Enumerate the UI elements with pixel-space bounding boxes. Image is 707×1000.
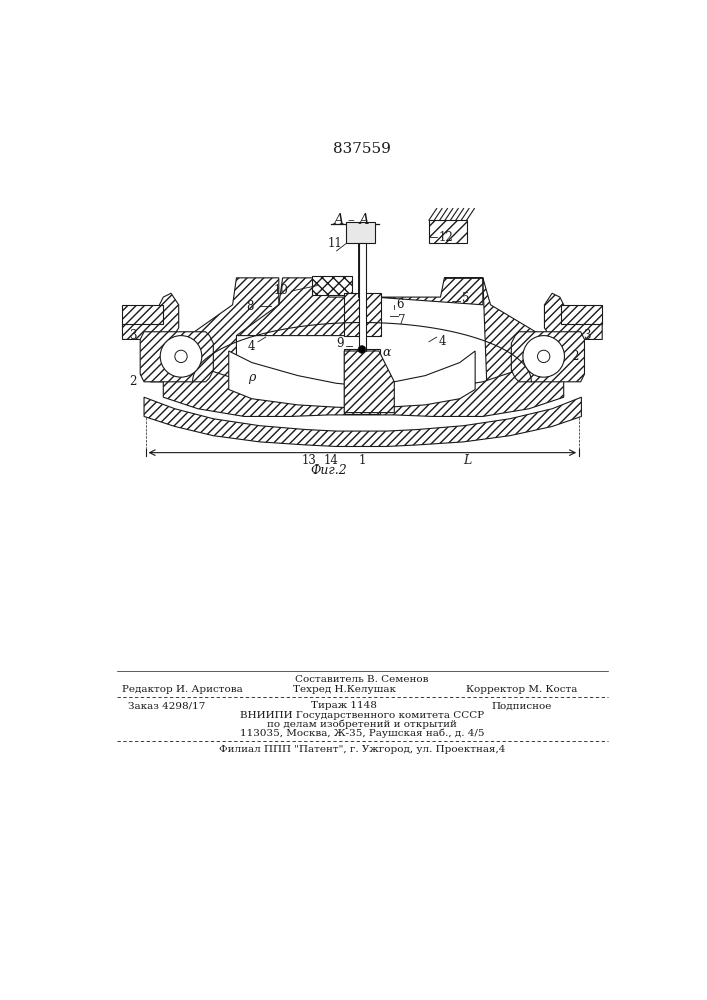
Text: 3: 3 <box>129 329 136 342</box>
Polygon shape <box>444 278 575 382</box>
Text: L: L <box>463 454 472 467</box>
Circle shape <box>160 336 201 377</box>
Polygon shape <box>140 332 214 382</box>
Bar <box>359 243 366 351</box>
Text: 12: 12 <box>438 231 453 244</box>
Polygon shape <box>163 351 563 416</box>
Text: Филиал ППП "Патент", г. Ужгород, ул. Проектная,4: Филиал ППП "Патент", г. Ужгород, ул. Про… <box>218 745 505 754</box>
Bar <box>344 293 381 336</box>
Bar <box>346 222 375 243</box>
Polygon shape <box>344 351 395 413</box>
Bar <box>344 349 380 414</box>
Circle shape <box>358 346 366 353</box>
Text: 837559: 837559 <box>333 142 391 156</box>
Text: 2: 2 <box>571 350 579 363</box>
Text: Редактор И. Аристова: Редактор И. Аристова <box>122 685 243 694</box>
Polygon shape <box>144 397 581 446</box>
Text: 4: 4 <box>439 335 447 348</box>
Text: Составитель В. Семенов: Составитель В. Семенов <box>296 675 428 684</box>
Text: ρ: ρ <box>248 371 255 384</box>
Polygon shape <box>236 278 348 336</box>
Text: 6: 6 <box>397 298 404 311</box>
Text: 3: 3 <box>583 329 590 342</box>
Circle shape <box>537 350 550 363</box>
Bar <box>312 276 352 295</box>
Text: Подписное: Подписное <box>491 701 551 710</box>
Text: Фиг.2: Фиг.2 <box>310 464 347 477</box>
Polygon shape <box>122 293 179 339</box>
Text: Корректор М. Коста: Корректор М. Коста <box>466 685 577 694</box>
Polygon shape <box>374 278 483 336</box>
Text: 8: 8 <box>247 300 254 313</box>
Text: Техред Н.Келушак: Техред Н.Келушак <box>293 685 396 694</box>
Text: ВНИИПИ Государственного комитета СССР: ВНИИПИ Государственного комитета СССР <box>240 711 484 720</box>
Text: 9: 9 <box>337 337 344 350</box>
Polygon shape <box>511 332 585 382</box>
Polygon shape <box>229 351 475 408</box>
Text: по делам изобретений и открытий: по делам изобретений и открытий <box>267 720 457 729</box>
Bar <box>358 243 366 297</box>
Circle shape <box>523 336 564 377</box>
Text: 2: 2 <box>129 375 136 388</box>
Text: 1: 1 <box>358 454 366 467</box>
Text: 7: 7 <box>398 314 406 327</box>
Text: Заказ 4298/17: Заказ 4298/17 <box>129 701 206 710</box>
Text: α: α <box>382 346 391 359</box>
Text: 13: 13 <box>301 454 316 467</box>
Text: 10: 10 <box>274 284 288 297</box>
Text: 113035, Москва, Ж-35, Раушская наб., д. 4/5: 113035, Москва, Ж-35, Раушская наб., д. … <box>240 729 484 738</box>
Text: 5: 5 <box>462 292 469 305</box>
Polygon shape <box>150 278 279 382</box>
Polygon shape <box>122 305 163 324</box>
Text: А – А: А – А <box>334 213 370 227</box>
Polygon shape <box>429 220 467 243</box>
Polygon shape <box>544 293 602 339</box>
Circle shape <box>175 350 187 363</box>
Polygon shape <box>561 305 602 324</box>
Text: 11: 11 <box>327 237 342 250</box>
Text: 14: 14 <box>324 454 339 467</box>
Text: 4: 4 <box>248 340 256 353</box>
Text: Тираж 1148: Тираж 1148 <box>311 701 377 710</box>
